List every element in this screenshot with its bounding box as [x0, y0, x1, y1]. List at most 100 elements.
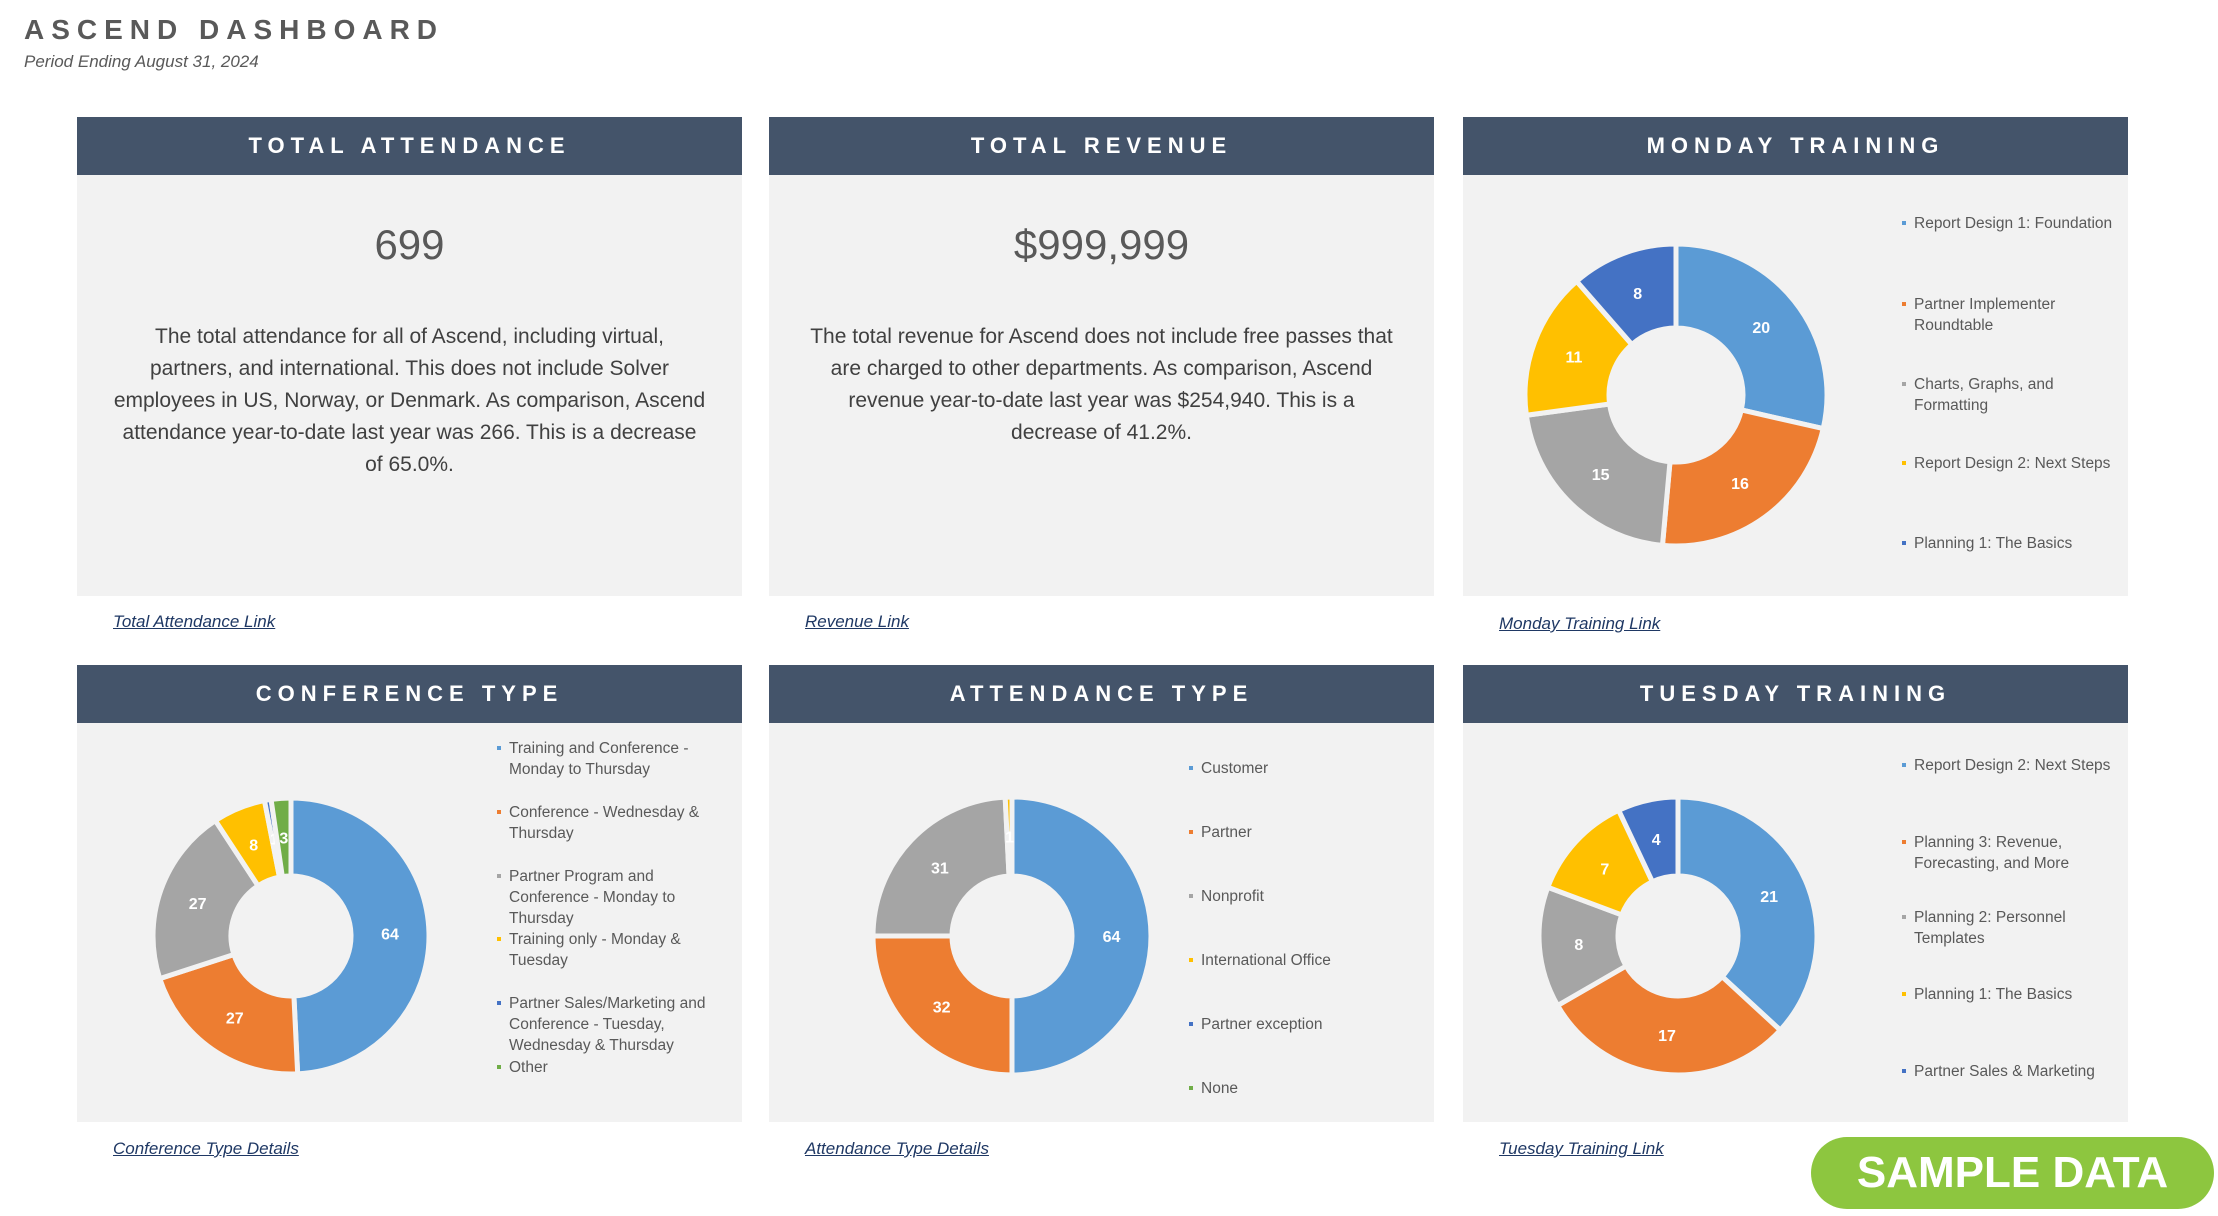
donut-slice	[150, 817, 262, 982]
total-revenue-panel: TOTAL REVENUE $999,999 The total revenue…	[769, 117, 1434, 631]
total-attendance-panel: TOTAL ATTENDANCE 699 The total attendanc…	[77, 117, 742, 631]
donut-slice	[1615, 794, 1681, 886]
legend-label: Planning 2: Personnel Templates	[1914, 909, 2066, 947]
legend-item: Nonprofit	[1189, 886, 1416, 907]
legend-label: Report Design 2: Next Steps	[1914, 455, 2111, 472]
donut-slice	[1523, 401, 1673, 549]
sample-data-badge: SAMPLE DATA	[1811, 1137, 2214, 1209]
panel-header: TUESDAY TRAINING	[1463, 665, 2128, 723]
conference-type-link[interactable]: Conference Type Details	[113, 1139, 299, 1158]
legend-item: Training only - Monday & Tuesday	[497, 929, 724, 971]
legend-label: Partner	[1201, 824, 1252, 841]
donut-slice	[288, 795, 432, 1077]
legend-label: Training only - Monday & Tuesday	[509, 931, 681, 969]
slice-data-label: 64	[1103, 929, 1121, 946]
attendance-value: 699	[374, 221, 445, 268]
slice-data-label: 32	[933, 999, 951, 1016]
revenue-description: The total revenue for Ascend does not in…	[810, 325, 1393, 444]
legend-item: Partner	[1189, 822, 1416, 843]
slice-data-label: 8	[249, 837, 258, 854]
legend-item: Training and Conference - Monday to Thur…	[497, 738, 724, 780]
attendance-donut-chart: 64 32 31 1	[870, 794, 1154, 1078]
slice-data-label: 1	[270, 831, 279, 848]
legend-label: Report Design 1: Foundation	[1914, 215, 2113, 232]
donut-slice	[1002, 794, 1015, 879]
tuesday-donut-chart: 21 17 8 7 4	[1536, 794, 1820, 1078]
legend-item: Partner exception	[1189, 1014, 1416, 1035]
dashboard-title: ASCEND DASHBOARD	[24, 14, 445, 45]
tuesday-training-link[interactable]: Tuesday Training Link	[1499, 1139, 1664, 1158]
legend-item: Report Design 2: Next Steps	[1902, 755, 2129, 776]
legend-item: Planning 2: Personnel Templates	[1902, 907, 2129, 949]
donut-slice	[1659, 406, 1827, 549]
slice-data-label: 1	[1005, 830, 1014, 847]
legend-item: Partner Program and Conference - Monday …	[497, 866, 724, 929]
panel-header: ATTENDANCE TYPE	[769, 665, 1434, 723]
legend-label: Conference - Wednesday & Thursday	[509, 804, 700, 842]
panel-body: 699 The total attendance for all of Asce…	[77, 175, 742, 596]
slice-data-label: 15	[1592, 467, 1610, 484]
attendance-type-link[interactable]: Attendance Type Details	[805, 1139, 989, 1158]
legend-item: Customer	[1189, 758, 1416, 779]
revenue-link[interactable]: Revenue Link	[805, 612, 909, 631]
panel-header: TOTAL REVENUE	[769, 117, 1434, 175]
legend-swatch	[1902, 382, 1906, 386]
period-subtitle: Period Ending August 31, 2024	[24, 52, 259, 71]
slice-data-label: 64	[381, 927, 399, 944]
total-attendance-link[interactable]: Total Attendance Link	[113, 612, 276, 631]
legend-label: None	[1201, 1080, 1239, 1097]
revenue-value: $999,999	[1013, 221, 1190, 268]
legend-item: Partner Sales & Marketing	[1902, 1061, 2129, 1082]
legend-swatch	[497, 874, 501, 878]
legend-label: Partner Sales/Marketing and Conference -…	[509, 995, 706, 1054]
slice-data-label: 7	[1600, 862, 1609, 879]
conference-donut-chart: 64 27 27 8 1 3	[150, 795, 432, 1077]
legend-item: None	[1189, 1078, 1416, 1099]
legend-swatch	[1902, 763, 1906, 767]
legend-swatch	[497, 937, 501, 941]
donut-slice	[870, 933, 1015, 1078]
legend-item: Planning 1: The Basics	[1902, 533, 2129, 554]
panel-body: 20 16 15 11 8 Report Design 1: Foundation Par…	[1463, 175, 2128, 596]
legend-swatch	[1902, 840, 1906, 844]
legend-item: Other	[497, 1057, 724, 1078]
slice-data-label: 20	[1752, 320, 1770, 337]
legend-swatch	[497, 746, 501, 750]
legend-label: Partner Sales & Marketing	[1914, 1063, 2095, 1080]
legend-swatch	[1902, 541, 1906, 545]
legend-item: Partner Implementer Roundtable	[1902, 294, 2129, 336]
slice-data-label: 27	[189, 896, 207, 913]
legend-swatch	[1902, 1069, 1906, 1073]
legend-swatch	[1902, 992, 1906, 996]
donut-slice	[1675, 794, 1820, 1034]
panel-body: 64 27 27 8 1 3 Training and Conference - Mond…	[77, 723, 742, 1122]
donut-slice	[1554, 962, 1784, 1078]
slice-data-label: 17	[1658, 1028, 1676, 1045]
legend-swatch	[1189, 1086, 1193, 1090]
legend-item: Conference - Wednesday & Thursday	[497, 802, 724, 844]
legend-label: Training and Conference - Monday to Thur…	[509, 740, 689, 778]
legend-swatch	[1902, 302, 1906, 306]
tuesday-training-panel: TUESDAY TRAINING 21 17 8 7 4 Report Design 2…	[1463, 665, 2128, 1158]
legend-label: Planning 3: Revenue, Forecasting, and Mo…	[1914, 834, 2070, 872]
panel-header: TOTAL ATTENDANCE	[77, 117, 742, 175]
donut-slice	[268, 795, 294, 880]
legend-swatch	[1189, 894, 1193, 898]
slice-data-label: 31	[931, 860, 949, 877]
legend-item: Report Design 2: Next Steps	[1902, 453, 2129, 474]
panel-body: 64 32 31 1 Customer Partner Nonprofit Internat…	[769, 723, 1434, 1122]
donut-slice	[870, 794, 1012, 939]
slice-data-label: 8	[1574, 937, 1583, 954]
legend-label: Charts, Graphs, and Formatting	[1914, 376, 2054, 414]
legend-item: Charts, Graphs, and Formatting	[1902, 374, 2129, 416]
legend-label: Nonprofit	[1201, 888, 1264, 905]
legend-swatch	[1189, 1022, 1193, 1026]
monday-training-link[interactable]: Monday Training Link	[1499, 614, 1661, 633]
conference-type-panel: CONFERENCE TYPE 64 27 27 8 1 3 Training and C…	[77, 665, 742, 1158]
panel-body: 21 17 8 7 4 Report Design 2: Next Steps Plann…	[1463, 723, 2128, 1122]
legend-item: International Office	[1189, 950, 1416, 971]
panel-body: $999,999 The total revenue for Ascend do…	[769, 175, 1434, 596]
legend-item: Report Design 1: Foundation	[1902, 213, 2129, 234]
slice-data-label: 3	[279, 830, 288, 847]
legend-label: Planning 1: The Basics	[1914, 535, 2073, 552]
